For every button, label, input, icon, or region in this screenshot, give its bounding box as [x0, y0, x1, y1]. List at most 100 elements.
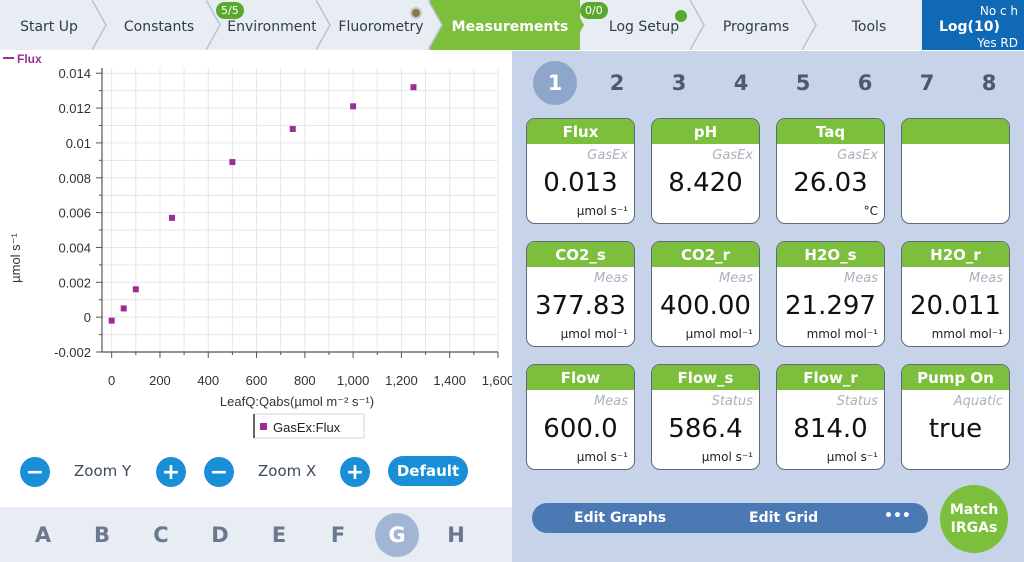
grid-page-2[interactable]: 2 [609, 71, 625, 95]
grid-page-6[interactable]: 6 [857, 71, 873, 95]
tile-group: GasEx [587, 148, 628, 163]
log-button[interactable]: No c h Log(10) Yes RD [922, 0, 1024, 50]
tab-label: Fluorometry [338, 19, 424, 35]
match-irgas-button[interactable]: Match IRGAs [940, 485, 1008, 553]
tile-title: Taq [777, 119, 884, 144]
fluorometry-status-dot [410, 7, 422, 19]
tile-title: Flow [527, 365, 634, 390]
legend-top-label: Flux [17, 52, 42, 66]
tile-pump-on[interactable]: Pump On Aquatic true [901, 364, 1010, 470]
log-no-channel-text: No c h [979, 4, 1018, 18]
tab-log-setup[interactable]: Log Setup [580, 0, 696, 50]
flux-scatter-chart[interactable]: 0 200 400 600 800 1,000 1,200 1,400 1,600 -0.002 0… [0, 51, 512, 451]
tab-environment[interactable]: Environment [212, 0, 322, 50]
tab-start-up[interactable]: Start Up [0, 0, 98, 50]
tab-measurements[interactable]: Measurements [430, 0, 580, 50]
graph-page-a[interactable]: A [34, 523, 52, 547]
graph-page-c[interactable]: C [153, 523, 169, 547]
tile-value: 600.0 [543, 414, 618, 444]
tile-title: Pump On [902, 365, 1009, 390]
tile-group: Meas [594, 271, 628, 286]
tile-unit: µmol s⁻¹ [576, 204, 628, 218]
tab-separator-chevron [690, 0, 705, 50]
tile-taq[interactable]: Taq GasEx 26.03 °C [776, 118, 885, 224]
edit-grid-button[interactable]: Edit Grid [749, 510, 819, 526]
tab-separator-chevron [92, 0, 107, 50]
zoom-y-minus-button[interactable]: − [20, 457, 50, 487]
x-tick-label: 600 [246, 373, 268, 388]
log-setup-count-badge: 0/0 [580, 2, 608, 19]
tile-empty[interactable] [901, 118, 1010, 224]
graph-page-h[interactable]: H [447, 523, 465, 547]
graph-page-g[interactable]: G [375, 513, 419, 557]
tile-unit: mmol mol⁻¹ [931, 327, 1003, 341]
tile-flow-r[interactable]: Flow_r Status 814.0 µmol s⁻¹ [776, 364, 885, 470]
tile-unit: µmol mol⁻¹ [560, 327, 628, 341]
tile-group: GasEx [712, 148, 753, 163]
y-tick-label: -0.002 [54, 345, 91, 360]
y-tick-label: 0.01 [66, 136, 91, 151]
tile-ph[interactable]: pH GasEx 8.420 [651, 118, 760, 224]
graph-page-selector: A B C D E F G H [0, 507, 512, 562]
graph-page-b[interactable]: B [93, 523, 110, 547]
graph-page-d[interactable]: D [211, 523, 229, 547]
grid-page-3[interactable]: 3 [671, 71, 687, 95]
tile-title: CO2_r [652, 242, 759, 267]
tile-flow[interactable]: Flow Meas 600.0 µmol s⁻¹ [526, 364, 635, 470]
more-options-button[interactable]: ••• [884, 508, 911, 524]
tile-group: Aquatic [953, 394, 1003, 409]
grid-page-8[interactable]: 8 [981, 71, 997, 95]
tile-unit: µmol s⁻¹ [701, 450, 753, 464]
legend-bottom-box [253, 413, 365, 439]
tile-co2-r[interactable]: CO2_r Meas 400.00 µmol mol⁻¹ [651, 241, 760, 347]
zoom-x-minus-button[interactable]: − [204, 457, 234, 487]
tile-flow-s[interactable]: Flow_s Status 586.4 µmol s⁻¹ [651, 364, 760, 470]
tile-h2o-s[interactable]: H2O_s Meas 21.297 mmol mol⁻¹ [776, 241, 885, 347]
graph-panel: 0 200 400 600 800 1,000 1,200 1,400 1,600 -0.002 0… [0, 51, 512, 562]
grid-page-4[interactable]: 4 [733, 71, 749, 95]
tile-unit: mmol mol⁻¹ [806, 327, 878, 341]
tile-unit: µmol s⁻¹ [576, 450, 628, 464]
x-tick-label: 0 [108, 373, 115, 388]
log-count-label: Log(10) [939, 19, 1000, 35]
measurement-grid-panel: 1 2 3 4 5 6 7 8 Flux GasEx 0.013 µmol s⁻… [512, 51, 1024, 562]
grid-action-bar: Edit Graphs Edit Grid ••• [532, 503, 928, 533]
tile-unit: µmol s⁻¹ [826, 450, 878, 464]
graph-page-f[interactable]: F [330, 523, 346, 547]
tab-label: Start Up [20, 19, 78, 35]
edit-graphs-button[interactable]: Edit Graphs [574, 510, 667, 526]
tile-flux[interactable]: Flux GasEx 0.013 µmol s⁻¹ [526, 118, 635, 224]
tab-tools[interactable]: Tools [808, 0, 922, 50]
tab-constants[interactable]: Constants [98, 0, 212, 50]
zoom-y-plus-button[interactable]: + [156, 457, 186, 487]
tab-label: Log Setup [608, 19, 680, 35]
data-point [108, 317, 115, 324]
top-tab-bar: Start Up Constants Environment Fluoromet… [0, 0, 1024, 50]
zoom-default-button[interactable]: Default [388, 456, 468, 486]
tile-title [902, 119, 1009, 144]
tile-value: true [928, 414, 983, 444]
legend-bottom-swatch [260, 423, 267, 430]
grid-page-7[interactable]: 7 [919, 71, 935, 95]
tab-label: Programs [722, 19, 790, 35]
tile-value: 26.03 [793, 168, 868, 198]
zoom-x-plus-button[interactable]: + [340, 457, 370, 487]
tab-separator-chevron [428, 0, 443, 50]
grid-page-1[interactable]: 1 [533, 61, 577, 105]
tile-co2-s[interactable]: CO2_s Meas 377.83 µmol mol⁻¹ [526, 241, 635, 347]
y-tick-label: 0.008 [58, 171, 91, 186]
y-tick-label: 0.004 [58, 240, 91, 255]
y-tick-label: 0.006 [58, 206, 91, 221]
tile-h2o-r[interactable]: H2O_r Meas 20.011 mmol mol⁻¹ [901, 241, 1010, 347]
data-point [169, 214, 176, 221]
y-tick-label: 0 [84, 310, 91, 325]
match-irgas-label-line1: Match [949, 502, 999, 518]
data-point [120, 305, 127, 312]
graph-page-e[interactable]: E [271, 523, 287, 547]
tile-value: 586.4 [668, 414, 743, 444]
zoom-x-label: Zoom X [258, 462, 317, 480]
grid-page-5[interactable]: 5 [795, 71, 811, 95]
tab-programs[interactable]: Programs [696, 0, 808, 50]
tile-title: pH [652, 119, 759, 144]
tile-title: Flow_s [652, 365, 759, 390]
